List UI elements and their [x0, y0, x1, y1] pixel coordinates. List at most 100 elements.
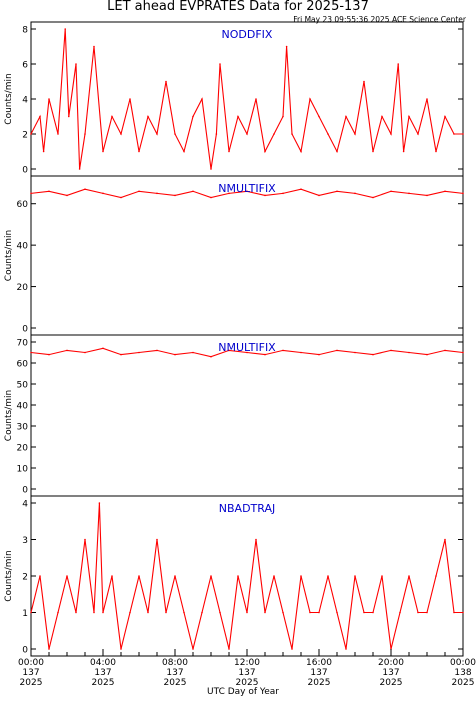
data-point	[402, 150, 405, 153]
y-tick-label: 20	[17, 444, 29, 454]
data-point	[363, 611, 365, 614]
data-point	[273, 133, 275, 135]
data-point	[345, 115, 347, 118]
data-point	[192, 648, 194, 650]
data-point	[255, 98, 257, 100]
data-point	[57, 611, 59, 614]
data-point	[102, 611, 104, 614]
data-point	[345, 648, 347, 650]
data-point	[210, 575, 212, 577]
data-point	[228, 192, 230, 195]
data-point	[192, 190, 194, 193]
data-point	[98, 502, 101, 504]
data-point	[147, 115, 149, 118]
data-point	[318, 611, 320, 614]
data-point	[444, 190, 446, 193]
x-tick-doy: 137	[382, 668, 399, 678]
y-tick-label: 2	[22, 131, 28, 141]
data-point	[318, 194, 320, 197]
data-point	[42, 150, 45, 153]
data-point	[174, 575, 176, 577]
panel-label: NBADTRAJ	[219, 502, 275, 515]
data-point	[68, 115, 70, 118]
y-tick-label: 0	[22, 646, 28, 656]
x-tick-doy: 137	[94, 668, 111, 678]
y-tick-label: 6	[22, 61, 28, 71]
data-point	[210, 196, 212, 199]
data-series-line	[30, 502, 463, 650]
data-point	[129, 611, 131, 614]
data-point	[372, 353, 374, 356]
data-point	[408, 192, 410, 195]
data-point	[354, 133, 356, 135]
data-point	[282, 192, 284, 195]
data-point	[390, 133, 392, 135]
data-point	[120, 196, 122, 199]
data-point	[462, 133, 464, 135]
x-tick-year: 2025	[380, 678, 403, 688]
data-point	[285, 45, 288, 48]
data-point	[264, 353, 266, 356]
data-point	[84, 188, 86, 191]
panel-label: NMULTIFIX	[218, 341, 276, 354]
data-point	[138, 150, 140, 153]
data-point	[390, 190, 392, 193]
data-point	[453, 611, 455, 614]
data-point	[327, 133, 329, 135]
y-tick-label: 10	[17, 465, 29, 475]
data-point	[318, 115, 320, 118]
y-tick-label: 50	[17, 381, 29, 391]
data-point	[219, 611, 221, 614]
data-point	[426, 98, 428, 100]
data-point	[39, 575, 41, 577]
x-axis: 00:00137202504:00137202508:00137202512:0…	[18, 649, 476, 688]
data-point	[354, 575, 356, 577]
plot-frame	[30, 21, 464, 177]
data-point	[102, 347, 104, 350]
data-point	[435, 575, 437, 577]
data-point	[84, 538, 86, 541]
data-point	[48, 98, 50, 100]
x-tick-time: 00:00	[18, 658, 44, 668]
data-point	[64, 28, 66, 30]
x-tick-doy: 137	[166, 668, 183, 678]
data-point	[156, 349, 158, 352]
data-point	[462, 611, 464, 614]
x-tick-time: 16:00	[306, 658, 332, 668]
data-point	[192, 351, 194, 354]
y-tick-label: 40	[17, 242, 29, 252]
data-series-line	[30, 28, 463, 170]
y-axis-label: Counts/min	[4, 73, 14, 124]
x-tick-time: 12:00	[234, 658, 260, 668]
y-tick-label: 0	[22, 486, 28, 496]
data-point	[48, 353, 50, 356]
data-point	[138, 190, 140, 193]
data-point	[102, 192, 104, 195]
panel-3: 0 10 20 30 40 50 60 70 Counts/min NMULTIFIX	[4, 334, 464, 497]
data-point	[327, 575, 329, 577]
data-point	[417, 611, 419, 614]
y-tick-label: 60	[17, 200, 29, 210]
data-point	[165, 611, 167, 614]
y-tick-label: 40	[17, 402, 29, 412]
x-tick-doy: 137	[238, 668, 255, 678]
plot-frame	[30, 334, 464, 497]
data-point	[93, 611, 95, 614]
data-point	[300, 351, 302, 354]
data-point	[66, 575, 68, 577]
data-point	[228, 648, 230, 650]
data-point	[336, 150, 338, 153]
y-axis-label: Counts/min	[4, 230, 14, 281]
data-point	[75, 611, 77, 614]
data-point	[120, 133, 122, 135]
data-point	[129, 98, 131, 100]
data-point	[237, 575, 239, 577]
data-point	[264, 150, 266, 153]
data-point	[215, 133, 218, 135]
data-point	[30, 133, 32, 135]
data-point	[363, 80, 365, 83]
panel-4: 0 1 2 3 4 Counts/min NBADTRAJ	[4, 495, 464, 657]
data-point	[111, 115, 113, 118]
x-tick-year: 2025	[452, 678, 475, 688]
